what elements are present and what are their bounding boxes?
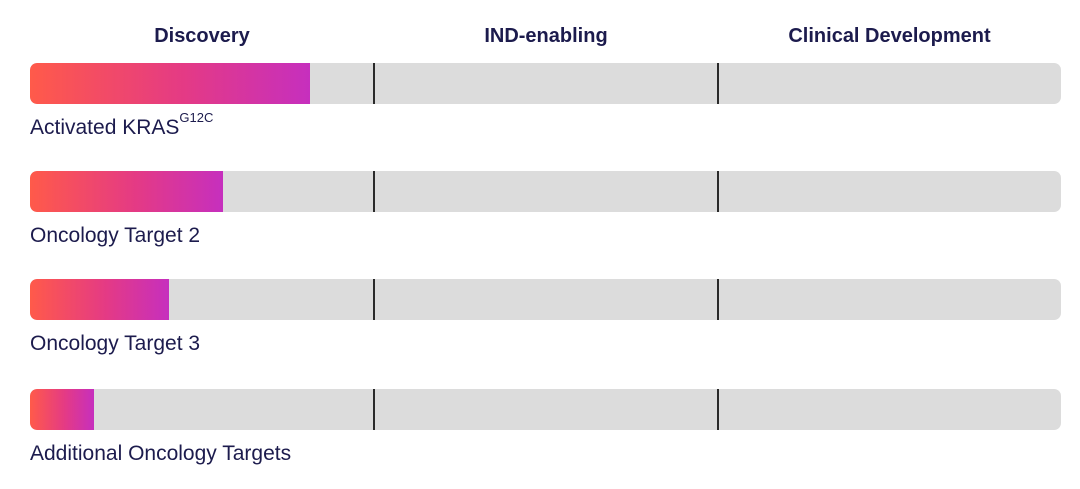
phase-divider — [373, 389, 375, 430]
phase-divider — [717, 389, 719, 430]
progress-track — [30, 279, 1061, 320]
program-row: Oncology Target 3 — [30, 279, 1061, 379]
phase-header-ind-enabling: IND-enabling — [484, 25, 608, 47]
program-label: Activated KRASG12C — [30, 111, 213, 142]
phase-header-clinical-development: Clinical Development — [788, 25, 991, 47]
progress-bar — [30, 279, 170, 320]
program-row: Oncology Target 2 — [30, 171, 1061, 271]
phase-divider — [373, 63, 375, 104]
program-label: Additional Oncology Targets — [30, 440, 291, 468]
program-label: Oncology Target 3 — [30, 330, 200, 358]
progress-track — [30, 389, 1061, 430]
phase-divider — [717, 63, 719, 104]
phase-header-discovery: Discovery — [154, 25, 250, 47]
progress-bar — [30, 389, 94, 430]
program-name: Oncology Target 2 — [30, 224, 201, 247]
progress-bar — [30, 171, 223, 212]
program-name: Oncology Target 3 — [30, 332, 201, 355]
progress-track — [30, 171, 1061, 212]
phase-divider — [717, 279, 719, 320]
program-row: Additional Oncology Targets — [30, 389, 1061, 489]
phase-divider — [717, 171, 719, 212]
program-name: Additional Oncology Targets — [30, 442, 292, 465]
progress-track — [30, 63, 1061, 104]
program-name: Activated KRAS — [30, 116, 180, 139]
phase-divider — [373, 171, 375, 212]
progress-bar — [30, 63, 311, 104]
program-row: Activated KRASG12C — [30, 63, 1061, 163]
phase-divider — [373, 279, 375, 320]
program-superscript: G12C — [179, 110, 214, 125]
program-label: Oncology Target 2 — [30, 222, 200, 250]
